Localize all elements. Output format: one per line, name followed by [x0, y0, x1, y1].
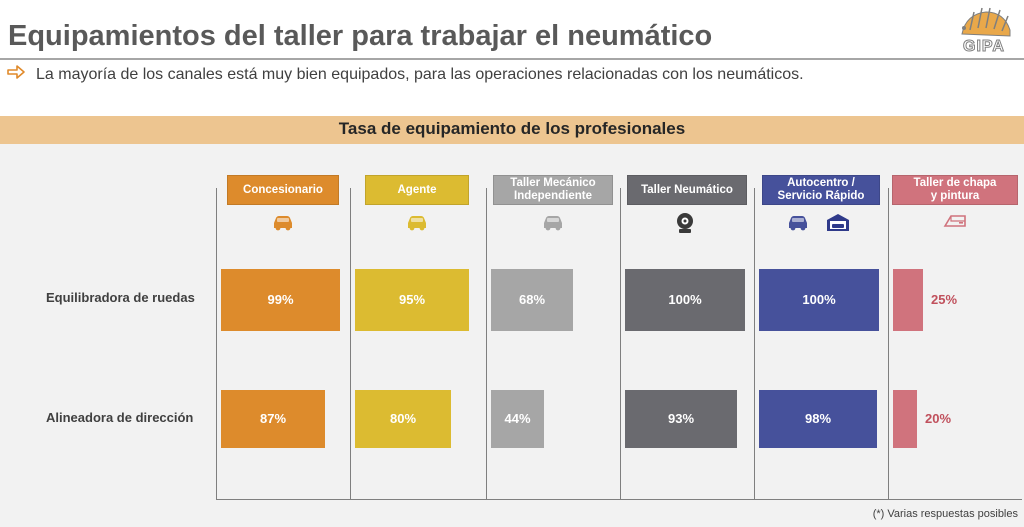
bar-label-agente-alineadora-de-direccion: 80% [389, 411, 417, 426]
car-wrench-icon [541, 212, 565, 232]
page-title: Equipamientos del taller para trabajar e… [8, 20, 713, 52]
page-subtitle: La mayoría de los canales está muy bien … [36, 66, 804, 83]
bar-agente-equilibradora-de-ruedas [355, 269, 469, 331]
column-divider [486, 188, 487, 500]
bar-concesionario-equilibradora-de-ruedas [221, 269, 340, 331]
arrow-right-icon [7, 65, 25, 79]
row-label-alineadora: Alineadora de dirección [46, 410, 194, 425]
bar-label-autocentro-servicio-rapido-alineadora-de-direccion: 98% [804, 411, 832, 426]
bar-label-taller-de-chapa-y-pintura-equilibradora-de-ruedas: 25% [931, 292, 958, 307]
chart-frame [216, 188, 1022, 500]
column-divider [350, 188, 351, 500]
bar-autocentro-servicio-rapido-alineadora-de-direccion [759, 390, 877, 448]
column-divider [888, 188, 889, 500]
bar-label-agente-equilibradora-de-ruedas: 95% [398, 292, 426, 307]
column-divider [754, 188, 755, 500]
column-header-taller-neumatico: Taller Neumático [627, 175, 747, 205]
bar-concesionario-alineadora-de-direccion [221, 390, 325, 448]
bar-agente-alineadora-de-direccion [355, 390, 451, 448]
bar-taller-de-chapa-y-pintura-equilibradora-de-ruedas [893, 269, 923, 331]
car-door-icon [943, 212, 967, 232]
title-divider [0, 58, 1024, 60]
car-wrench-icon [271, 212, 295, 232]
column-header-taller-mecanico-independiente: Taller Mecánico Independiente [493, 175, 613, 205]
car-wrench-and-garage-icon [786, 212, 856, 232]
hedgehog-logo-icon [961, 7, 1011, 37]
chart-title: Tasa de equipamiento de los profesionale… [338, 119, 686, 138]
footnote: (*) Varias respuestas posibles [872, 508, 1018, 520]
logo-text: GIPA [963, 38, 1005, 56]
column-divider [620, 188, 621, 500]
row-label-equilibradora: Equilibradora de ruedas [46, 290, 195, 305]
bar-label-taller-mecanico-independiente-alineadora-de-direccion: 44% [504, 411, 531, 426]
bar-label-concesionario-alineadora-de-direccion: 87% [259, 411, 287, 426]
tire-icon [675, 212, 699, 233]
column-header-agente: Agente [365, 175, 469, 205]
bar-taller-neumatico-alineadora-de-direccion [625, 390, 737, 448]
column-header-concesionario: Concesionario [227, 175, 339, 205]
bar-label-taller-mecanico-independiente-equilibradora-de-ruedas: 68% [518, 292, 546, 307]
car-wrench-icon [405, 212, 429, 232]
bar-label-taller-de-chapa-y-pintura-alineadora-de-direccion: 20% [925, 411, 952, 426]
bar-label-concesionario-equilibradora-de-ruedas: 99% [267, 292, 294, 307]
bar-taller-neumatico-equilibradora-de-ruedas [625, 269, 745, 331]
bar-taller-mecanico-independiente-alineadora-de-direccion [491, 390, 544, 448]
bar-label-autocentro-servicio-rapido-equilibradora-de-ruedas: 100% [802, 292, 836, 307]
chart-banner [0, 116, 1024, 144]
bar-label-taller-neumatico-equilibradora-de-ruedas: 100% [668, 292, 702, 307]
chart-panel [0, 142, 1024, 527]
bar-taller-de-chapa-y-pintura-alineadora-de-direccion [893, 390, 917, 448]
column-header-autocentro-servicio-rapido: Autocentro / Servicio Rápido [762, 175, 880, 205]
column-header-taller-de-chapa-y-pintura: Taller de chapa y pintura [892, 175, 1018, 205]
bar-taller-mecanico-independiente-equilibradora-de-ruedas [491, 269, 573, 331]
bar-label-taller-neumatico-alineadora-de-direccion: 93% [667, 411, 695, 426]
company-logo: GIPA [952, 4, 1016, 58]
bar-autocentro-servicio-rapido-equilibradora-de-ruedas [759, 269, 879, 331]
